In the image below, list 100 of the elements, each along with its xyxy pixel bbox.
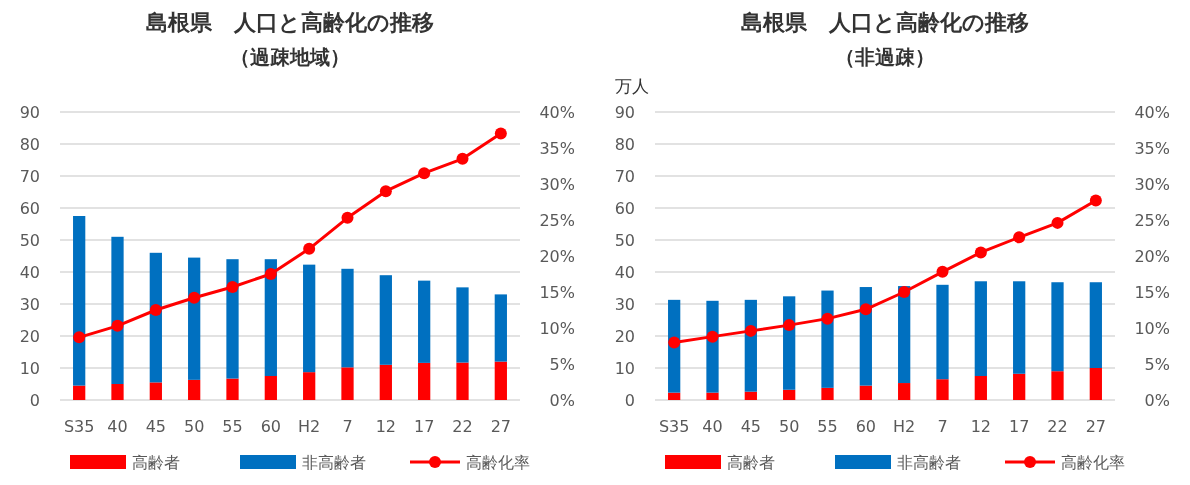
y-tick-label: 0 [29,391,40,410]
x-tick-label: 50 [183,417,205,436]
legend-label: 非高齢者 [302,453,366,472]
bar [898,383,911,400]
bar [821,387,834,400]
y2-tick-label: 5% [549,355,575,374]
y2-tick-label: 10% [539,319,575,338]
point [226,280,239,293]
bar [1089,368,1102,400]
bar [226,259,239,379]
x-tick-label: 45 [145,417,167,436]
point [859,303,872,316]
x-tick-label: 45 [740,417,762,436]
x-tick-label: 17 [1008,417,1030,436]
legend-label: 非高齢者 [897,453,961,472]
point [1013,231,1026,244]
bar [494,361,507,400]
point [188,291,201,304]
y-tick-label: 80 [19,135,40,154]
point [494,127,507,140]
y-tick-label: 0 [624,391,635,410]
x-tick-label: 50 [778,417,800,436]
x-tick-label: S35 [63,417,95,436]
point [341,211,354,224]
x-tick-label: 12 [375,417,397,436]
x-tick-label: 12 [970,417,992,436]
x-tick-label: 22 [452,417,473,436]
bar [418,280,431,363]
y2-tick-label: 35% [1134,139,1170,158]
y-tick-label: 30 [614,295,635,314]
y-tick-label: 40 [614,263,635,282]
y-tick-label: 10 [614,359,635,378]
chart-title: 島根県 人口と高齢化の推移 [146,10,434,35]
bar [111,236,124,384]
x-tick-label: 60 [260,417,282,436]
point [821,312,834,325]
bar [149,252,162,383]
legend-label: 高齢者 [727,453,775,472]
point [744,324,757,337]
x-tick-label: 22 [1047,417,1068,436]
point [668,336,681,349]
bar [149,382,162,400]
point [706,330,719,343]
x-tick-label: H2 [298,417,321,436]
bar [73,216,86,386]
y-tick-label: 60 [19,199,40,218]
bar [494,294,507,362]
x-tick-label: 7 [342,417,353,436]
y2-tick-label: 35% [539,139,575,158]
bar [1013,373,1026,400]
bar [303,264,316,373]
point [264,268,277,280]
y2-tick-label: 25% [1134,211,1170,230]
point [418,167,431,180]
y-tick-label: 70 [614,167,635,186]
chart-subtitle: （非過疎） [835,45,935,69]
bar [264,376,277,400]
bar [936,284,949,380]
y-tick-label: 70 [19,167,40,186]
bar [936,379,949,400]
bar [668,392,681,400]
y2-tick-label: 0% [1144,391,1170,410]
bar [859,385,872,400]
bar [456,287,469,363]
y-axis-title: 万人 [615,76,649,96]
point [974,246,987,259]
bar [111,384,124,400]
point [456,152,469,165]
y2-tick-label: 20% [1134,247,1170,266]
bar [264,259,277,376]
y-tick-label: 20 [19,327,40,346]
bar [974,281,987,376]
x-tick-label: 60 [855,417,877,436]
y2-tick-label: 5% [1144,355,1170,374]
bar [783,389,796,400]
bar [1013,281,1026,374]
point [303,242,316,255]
bar [1051,371,1064,400]
bar [859,287,872,386]
bar [706,392,719,400]
bar [188,257,201,380]
y2-tick-label: 40% [1134,103,1170,122]
legend-label: 高齢化率 [1061,453,1125,472]
y-tick-label: 60 [614,199,635,218]
y2-tick-label: 15% [1134,283,1170,302]
y-tick-label: 10 [19,359,40,378]
bar [379,364,392,400]
bar [303,372,316,400]
y-tick-label: 90 [614,103,635,122]
bar [821,290,834,388]
point [1051,216,1064,229]
chart-subtitle: （過疎地域） [230,45,350,69]
bar [1089,282,1102,368]
y-tick-label: 40 [19,263,40,282]
x-tick-label: 40 [702,417,723,436]
x-tick-label: H2 [893,417,916,436]
point [111,319,124,332]
legend-label: 高齢化率 [466,453,530,472]
point [783,319,796,332]
y2-tick-label: 20% [539,247,575,266]
